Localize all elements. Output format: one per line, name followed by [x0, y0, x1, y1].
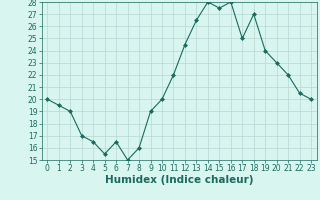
X-axis label: Humidex (Indice chaleur): Humidex (Indice chaleur) — [105, 175, 253, 185]
